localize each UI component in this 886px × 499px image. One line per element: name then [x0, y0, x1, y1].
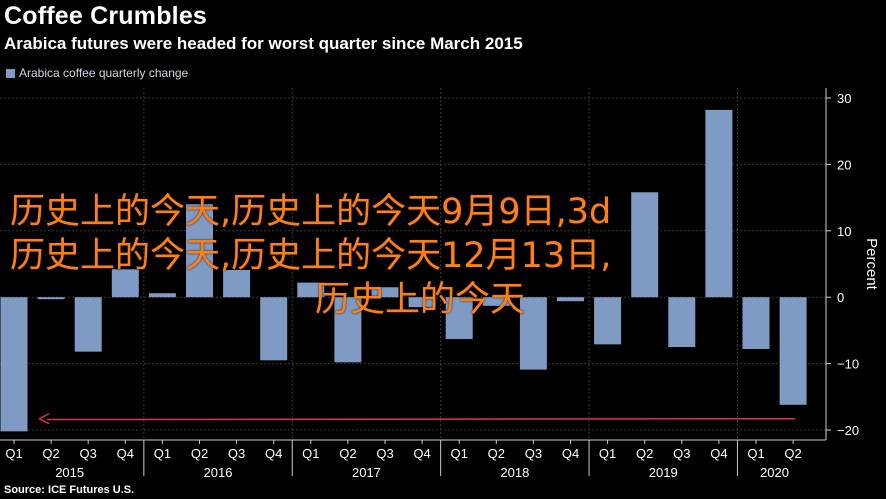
year-label: 2020	[760, 465, 789, 480]
annotation-arrow-line	[47, 417, 796, 421]
x-tick-label: Q4	[413, 446, 430, 461]
x-tick-label: Q2	[488, 446, 505, 461]
x-tick-label: Q2	[191, 446, 208, 461]
x-tick-label: Q2	[42, 446, 59, 461]
x-tick-label: Q1	[5, 446, 22, 461]
year-label: 2019	[649, 465, 678, 480]
x-tick-label: Q3	[525, 446, 542, 461]
legend-swatch	[6, 68, 15, 78]
chart-title: Coffee Crumbles	[4, 2, 208, 30]
bar	[519, 297, 547, 370]
year-label: 2015	[55, 465, 84, 480]
y-tick-label: 0	[837, 290, 844, 305]
y-tick-label: 30	[837, 91, 851, 106]
chart-subtitle: Arabica futures were headed for worst qu…	[4, 34, 523, 53]
bar	[557, 297, 584, 302]
x-tick-label: Q2	[636, 446, 653, 461]
bar	[186, 204, 213, 298]
x-tick-label: Q1	[599, 446, 616, 461]
bar	[742, 297, 770, 350]
x-tick-label: Q3	[228, 446, 245, 461]
x-tick-label: Q4	[710, 446, 727, 461]
year-label: 2017	[352, 465, 381, 480]
x-tick-label: Q3	[80, 446, 97, 461]
x-tick-label: Q3	[376, 446, 393, 461]
x-tick-label: Q1	[302, 446, 319, 461]
bar	[705, 109, 733, 298]
y-tick-label: −10	[837, 357, 859, 372]
bar	[74, 297, 102, 352]
bar	[631, 192, 659, 298]
bar	[148, 293, 176, 298]
x-tick-label: Q1	[747, 446, 764, 461]
x-tick-label: Q4	[265, 446, 282, 461]
legend: Arabica coffee quarterly change	[6, 66, 188, 80]
bar	[297, 282, 325, 298]
x-tick-label: Q4	[117, 446, 134, 461]
source-note: Source: ICE Futures U.S.	[4, 484, 135, 496]
y-tick-label: 10	[837, 224, 851, 239]
y-tick-label: 20	[837, 157, 851, 172]
bar	[0, 297, 28, 432]
bar	[408, 297, 436, 308]
x-tick-label: Q1	[154, 446, 171, 461]
year-label: 2016	[204, 465, 233, 480]
bar	[445, 297, 473, 340]
bar	[223, 269, 251, 298]
y-axis-label: Percent	[863, 238, 880, 291]
year-label: 2018	[500, 465, 529, 480]
bar	[334, 297, 362, 363]
bar	[668, 297, 696, 348]
bar	[371, 287, 399, 298]
bar	[260, 297, 288, 361]
x-tick-label: Q4	[562, 446, 579, 461]
x-tick-label: Q2	[339, 446, 356, 461]
x-tick-label: Q2	[784, 446, 801, 461]
bar	[482, 297, 510, 306]
x-tick-label: Q1	[451, 446, 468, 461]
bar	[594, 297, 622, 345]
bar	[111, 269, 139, 298]
x-tick-label: Q3	[673, 446, 690, 461]
legend-label: Arabica coffee quarterly change	[19, 66, 189, 80]
bar	[37, 297, 65, 300]
bar	[779, 297, 807, 405]
y-tick-label: −20	[837, 423, 859, 438]
annotation-arrow-head	[38, 413, 50, 425]
